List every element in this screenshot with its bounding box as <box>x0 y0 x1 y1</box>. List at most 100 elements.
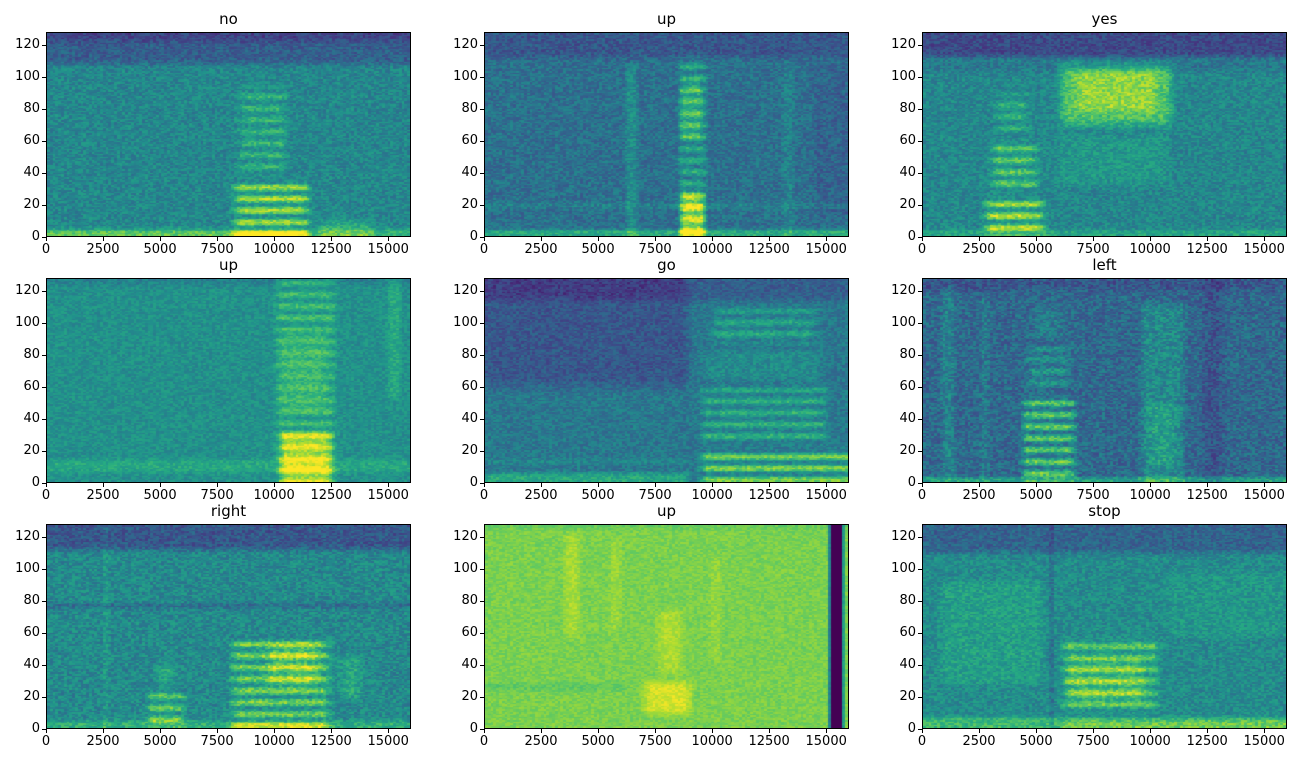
y-tick-label: 80 <box>899 592 916 608</box>
spectrogram-heatmap <box>47 525 410 728</box>
y-tick-mark <box>42 204 46 206</box>
x-tick-mark <box>979 237 981 241</box>
y-tick-mark <box>42 108 46 110</box>
x-tick-mark <box>103 483 105 487</box>
y-tick-label: 0 <box>31 475 40 490</box>
x-tick-label: 7500 <box>638 734 672 749</box>
y-tick-label: 80 <box>461 100 478 116</box>
y-tick-label: 40 <box>23 656 40 672</box>
y-tick-label: 0 <box>469 229 478 244</box>
x-tick-label: 7500 <box>200 488 234 503</box>
y-tick-label: 100 <box>891 314 916 330</box>
y-tick-label: 120 <box>453 36 478 52</box>
y-tick-label: 120 <box>891 528 916 544</box>
y-tick-label: 100 <box>453 314 478 330</box>
x-tick-label: 10000 <box>253 242 295 257</box>
y-tick-label: 40 <box>899 656 916 672</box>
x-tick-label: 2500 <box>524 242 558 257</box>
x-tick-mark <box>217 237 219 241</box>
y-tick-label: 60 <box>899 378 916 394</box>
y-tick-mark <box>42 536 46 538</box>
y-tick-mark <box>42 386 46 388</box>
subplot-7-up: up 0 2500 5000 7500 10000 12500 15000 0 20 40 60 80… <box>446 500 849 751</box>
subplot-title: up <box>218 256 239 274</box>
y-tick-mark <box>480 44 484 46</box>
x-tick-mark <box>331 237 333 241</box>
x-tick-mark <box>598 729 600 733</box>
x-tick-label: 10000 <box>1129 242 1171 257</box>
x-tick-mark <box>1093 729 1095 733</box>
x-tick-label: 15000 <box>1243 734 1285 749</box>
y-tick-label: 100 <box>891 560 916 576</box>
y-tick-label: 60 <box>461 132 478 148</box>
x-tick-label: 0 <box>479 488 489 503</box>
x-tick-label: 0 <box>917 734 927 749</box>
subplot-title: stop <box>1088 502 1121 520</box>
y-tick-label: 80 <box>899 100 916 116</box>
y-tick-label: 120 <box>453 528 478 544</box>
x-tick-label: 12500 <box>748 242 790 257</box>
x-tick-label: 12500 <box>1186 734 1228 749</box>
x-tick-mark <box>388 483 390 487</box>
x-tick-label: 15000 <box>367 734 409 749</box>
x-tick-mark <box>769 729 771 733</box>
x-tick-mark <box>655 483 657 487</box>
x-tick-mark <box>1036 237 1038 241</box>
y-tick-mark <box>480 418 484 420</box>
y-tick-mark <box>480 108 484 110</box>
y-tick-label: 0 <box>469 475 478 490</box>
x-tick-mark <box>484 483 485 487</box>
x-tick-mark <box>541 729 543 733</box>
y-tick-label: 20 <box>899 688 916 704</box>
y-tick-label: 0 <box>907 721 916 736</box>
x-tick-label: 15000 <box>805 488 847 503</box>
y-tick-mark <box>42 600 46 602</box>
plot-frame <box>922 32 1287 237</box>
y-tick-mark <box>480 76 484 78</box>
y-tick-label: 80 <box>23 592 40 608</box>
x-tick-label: 10000 <box>253 488 295 503</box>
x-tick-mark <box>655 729 657 733</box>
y-tick-mark <box>42 483 46 484</box>
x-tick-mark <box>655 237 657 241</box>
y-tick-mark <box>480 450 484 452</box>
y-tick-mark <box>42 237 46 238</box>
y-tick-mark <box>480 290 484 292</box>
subplot-title: up <box>656 10 677 28</box>
y-tick-label: 20 <box>899 442 916 458</box>
y-tick-mark <box>918 536 922 538</box>
x-tick-mark <box>1036 729 1038 733</box>
y-tick-mark <box>918 204 922 206</box>
x-tick-mark <box>274 483 276 487</box>
y-tick-label: 40 <box>461 656 478 672</box>
y-tick-label: 0 <box>31 229 40 244</box>
y-tick-label: 100 <box>15 314 40 330</box>
y-tick-mark <box>480 204 484 206</box>
y-tick-label: 40 <box>461 410 478 426</box>
x-tick-label: 5000 <box>581 488 615 503</box>
x-tick-mark <box>712 729 714 733</box>
x-tick-mark <box>331 483 333 487</box>
y-tick-mark <box>480 664 484 666</box>
y-tick-label: 60 <box>461 624 478 640</box>
spectrogram-heatmap <box>485 525 848 728</box>
x-tick-mark <box>160 483 162 487</box>
y-tick-mark <box>42 568 46 570</box>
x-tick-label: 12500 <box>310 734 352 749</box>
x-tick-label: 7500 <box>1076 734 1110 749</box>
x-tick-mark <box>388 729 390 733</box>
x-tick-mark <box>46 729 47 733</box>
x-tick-mark <box>826 729 828 733</box>
subplot-5-left: left 0 2500 5000 7500 10000 12500 15000 0 20 40 60… <box>884 254 1287 505</box>
x-tick-mark <box>217 483 219 487</box>
x-tick-mark <box>769 237 771 241</box>
y-tick-mark <box>480 172 484 174</box>
x-tick-mark <box>274 237 276 241</box>
y-tick-label: 120 <box>891 36 916 52</box>
y-tick-mark <box>480 568 484 570</box>
y-tick-label: 0 <box>469 721 478 736</box>
spectrogram-heatmap <box>923 33 1286 236</box>
y-tick-label: 20 <box>23 688 40 704</box>
x-tick-label: 5000 <box>1019 488 1053 503</box>
